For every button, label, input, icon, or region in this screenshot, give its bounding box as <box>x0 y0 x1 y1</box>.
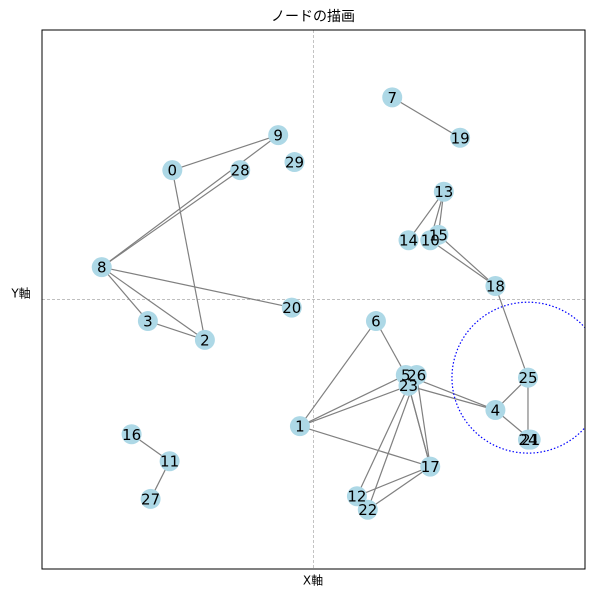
node-label: 11 <box>160 453 179 471</box>
node-label: 21 <box>521 431 540 449</box>
node <box>450 127 471 148</box>
node <box>365 311 386 332</box>
node <box>121 424 142 445</box>
node-label: 19 <box>451 129 470 147</box>
edge <box>416 374 431 467</box>
x-axis-label: X軸 <box>303 574 323 588</box>
edge <box>101 266 149 322</box>
node-label: 4 <box>491 401 501 419</box>
edge <box>299 374 407 427</box>
edge <box>171 170 206 341</box>
node-label: 24 <box>518 431 537 449</box>
edge <box>494 285 529 378</box>
node <box>398 230 419 251</box>
edge <box>299 320 377 427</box>
node <box>517 367 538 388</box>
edge <box>147 320 206 341</box>
node-label: 22 <box>358 501 377 519</box>
node-label: 16 <box>122 426 141 444</box>
node-label: 0 <box>168 162 178 180</box>
edge <box>356 466 431 497</box>
node-label: 8 <box>97 259 107 277</box>
node-label: 18 <box>486 278 505 296</box>
node <box>517 429 538 450</box>
edge <box>101 169 241 268</box>
node <box>289 416 310 437</box>
node <box>485 399 506 420</box>
node <box>357 499 378 520</box>
node <box>406 364 427 385</box>
node <box>268 125 289 146</box>
node-label: 26 <box>407 366 426 384</box>
node-label: 17 <box>421 458 440 476</box>
edge <box>101 134 279 268</box>
node <box>420 456 441 477</box>
node-label: 2 <box>200 331 210 349</box>
node <box>140 488 161 509</box>
node <box>346 486 367 507</box>
edge <box>101 266 292 309</box>
node <box>428 224 449 245</box>
node-label: 3 <box>143 313 153 331</box>
y-axis-label: Y軸 <box>10 287 30 301</box>
edge <box>408 385 496 411</box>
edge <box>367 466 431 511</box>
node-label: 13 <box>434 183 453 201</box>
node <box>162 160 183 181</box>
node-label: 5 <box>401 366 411 384</box>
node-label: 14 <box>399 232 418 250</box>
edge <box>429 239 496 287</box>
edge <box>172 134 279 171</box>
node-label: 28 <box>231 162 250 180</box>
chart-title: ノードの描画 <box>271 9 355 25</box>
node-label: 10 <box>421 232 440 250</box>
edge <box>375 320 407 376</box>
edge <box>356 385 410 497</box>
node <box>230 160 251 181</box>
node-label: 1 <box>295 418 305 436</box>
edge <box>299 385 409 427</box>
node-label: 25 <box>518 369 537 387</box>
node <box>91 257 112 278</box>
node <box>485 276 506 297</box>
node <box>284 152 305 173</box>
node <box>382 87 403 108</box>
node <box>281 297 302 318</box>
node <box>433 181 454 202</box>
edge <box>391 96 461 139</box>
edge <box>101 266 206 341</box>
node-label: 27 <box>141 490 160 508</box>
node <box>159 451 180 472</box>
node <box>137 311 158 332</box>
node-label: 29 <box>285 154 304 172</box>
node-label: 6 <box>371 313 381 331</box>
plot-frame <box>41 29 586 570</box>
edge <box>299 425 431 468</box>
edge <box>437 234 496 287</box>
node-label: 15 <box>429 226 448 244</box>
node-label: 9 <box>273 127 283 145</box>
edge <box>407 385 431 467</box>
node-label: 20 <box>282 299 301 317</box>
node-label: 7 <box>387 89 397 107</box>
node-label: 23 <box>399 377 418 395</box>
node-label: 12 <box>347 488 366 506</box>
edge <box>367 374 418 510</box>
node <box>194 329 215 350</box>
